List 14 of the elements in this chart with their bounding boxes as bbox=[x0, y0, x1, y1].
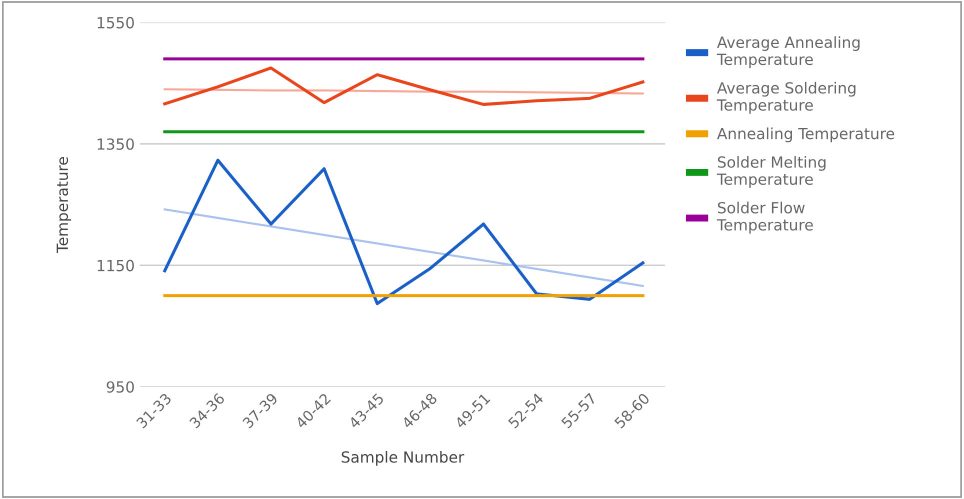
y-tick-label: 950 bbox=[106, 381, 134, 393]
legend-label: Average Annealing Temperature bbox=[716, 36, 860, 68]
line-series bbox=[164, 208, 644, 287]
line-series bbox=[163, 66, 644, 106]
y-tick-label: 1350 bbox=[98, 138, 134, 150]
x-axis-title: Sample Number bbox=[342, 450, 464, 466]
legend-label: Average Soldering Temperature bbox=[716, 82, 856, 114]
legend-label: Solder Melting Temperature bbox=[716, 156, 826, 188]
y-tick-label: 1550 bbox=[98, 16, 134, 28]
legend-label: Solder Flow Temperature bbox=[716, 202, 813, 234]
y-axis-title: Temperature bbox=[56, 157, 72, 254]
legend-label: Annealing Temperature bbox=[717, 127, 894, 142]
line-series bbox=[163, 158, 644, 306]
y-tick-label: 1150 bbox=[98, 260, 134, 272]
